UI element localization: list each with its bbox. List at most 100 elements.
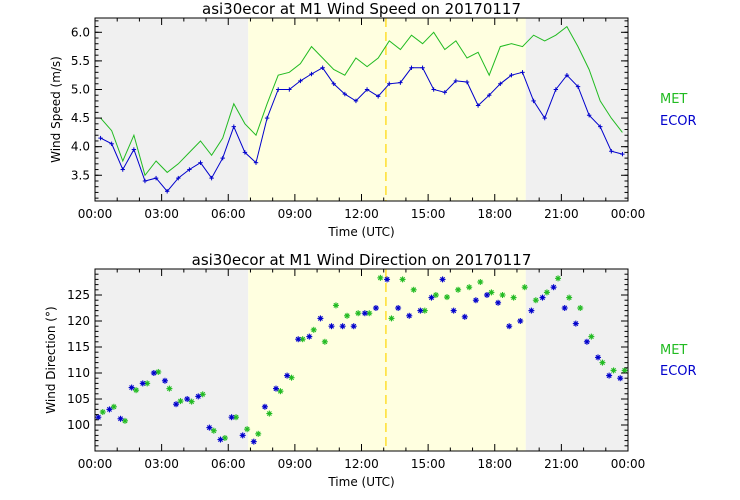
data-point-met [144,380,151,387]
data-point-ecor [606,372,613,379]
legend-met: MET [660,343,687,358]
data-point-met [566,294,573,301]
data-point-ecor [409,65,414,70]
data-point-ecor [575,84,581,89]
data-point-ecor [417,307,424,314]
x-tick-label: 00:00 [611,207,646,221]
data-point-ecor [117,415,124,422]
data-point-ecor [198,160,203,165]
data-point-ecor [406,312,413,319]
data-point-ecor [450,307,457,314]
data-point-ecor [253,160,259,165]
data-point-ecor [342,91,348,97]
data-point-ecor [228,414,235,421]
data-point-ecor [564,72,570,78]
data-point-ecor [284,372,291,379]
data-point-ecor [239,432,246,439]
shading-band [95,18,249,201]
data-point-ecor [517,318,524,324]
x-tick-label: 09:00 [278,207,313,221]
y-tick-label: 115 [67,340,90,354]
data-point-ecor [398,80,403,85]
data-point-ecor [153,175,159,181]
y-axis-label: Wind Speed (m/s) [49,56,63,163]
x-tick-label: 09:00 [278,457,313,471]
data-point-met [255,430,262,437]
x-tick-label: 06:00 [211,207,246,221]
data-point-ecor [98,135,103,141]
data-point-ecor [298,78,303,84]
data-point-ecor [195,393,202,400]
data-point-met [332,302,339,309]
data-point-ecor [509,72,514,78]
legend-ecor: ECOR [660,364,697,379]
data-point-ecor [528,307,535,314]
data-point-met [99,409,106,415]
data-point-ecor [187,167,192,172]
data-point-met [321,338,328,345]
data-point-ecor [495,299,502,306]
shading-band [248,269,526,451]
data-point-met [377,274,384,281]
data-point-ecor [164,189,170,194]
data-point-ecor [242,150,248,155]
x-tick-label: 00:00 [78,207,113,221]
data-point-ecor [209,175,214,181]
series-line-met [100,25,623,177]
series-line-ecor [100,67,623,193]
data-point-ecor [553,87,559,92]
y-axis-label: Wind Direction (°) [44,306,58,413]
data-point-met [366,310,373,317]
data-point-ecor [542,115,547,121]
x-tick-label: 18:00 [477,457,512,471]
data-point-met [455,286,462,293]
data-point-met [355,310,362,317]
data-point-met [410,286,417,293]
chart-title: asi30ecor at M1 Wind Speed on 20170117 [202,0,521,18]
data-point-ecor [361,310,368,317]
data-point-ecor [595,354,602,361]
data-point-ecor [364,87,370,92]
data-point-ecor [328,323,335,330]
data-point-ecor [353,98,359,104]
data-point-ecor [375,94,381,99]
y-tick-label: 4.5 [71,111,90,125]
data-point-ecor [139,380,146,387]
data-point-ecor [106,406,113,413]
shading-band [525,18,628,201]
data-point-met [266,410,273,417]
x-tick-label: 03:00 [144,207,179,221]
data-point-ecor [161,377,168,384]
data-point-ecor [295,336,302,343]
data-point-ecor [176,175,181,181]
data-point-ecor [520,70,525,75]
data-point-ecor [428,294,435,301]
data-point-ecor [231,124,237,129]
wind-speed-panel: 00:00 03:00 06:00 09:00 12:00 15:00 18:00 21:00… [49,0,697,239]
y-tick-label: 120 [67,314,90,328]
x-tick-label: 21:00 [544,207,579,221]
data-point-ecor [475,103,481,108]
data-point-ecor [453,78,459,84]
data-point-met [488,289,495,296]
x-tick-label: 15:00 [411,457,446,471]
data-point-met [133,387,140,394]
data-point-met [110,403,117,410]
data-point-ecor [306,333,313,340]
data-point-met [510,294,517,301]
data-point-met [121,417,128,424]
data-point-ecor [217,436,224,443]
data-point-ecor [320,65,325,70]
y-tick-label: 125 [67,288,90,302]
data-point-ecor [617,375,624,382]
shading-band [95,269,249,451]
data-point-ecor [472,297,479,304]
data-point-ecor [464,79,470,85]
data-point-ecor [384,276,391,283]
data-point-ecor [350,323,357,330]
data-point-met [543,289,550,296]
shading-band [248,18,526,201]
legend-met: MET [660,92,687,107]
y-tick-label: 4.0 [71,140,90,154]
